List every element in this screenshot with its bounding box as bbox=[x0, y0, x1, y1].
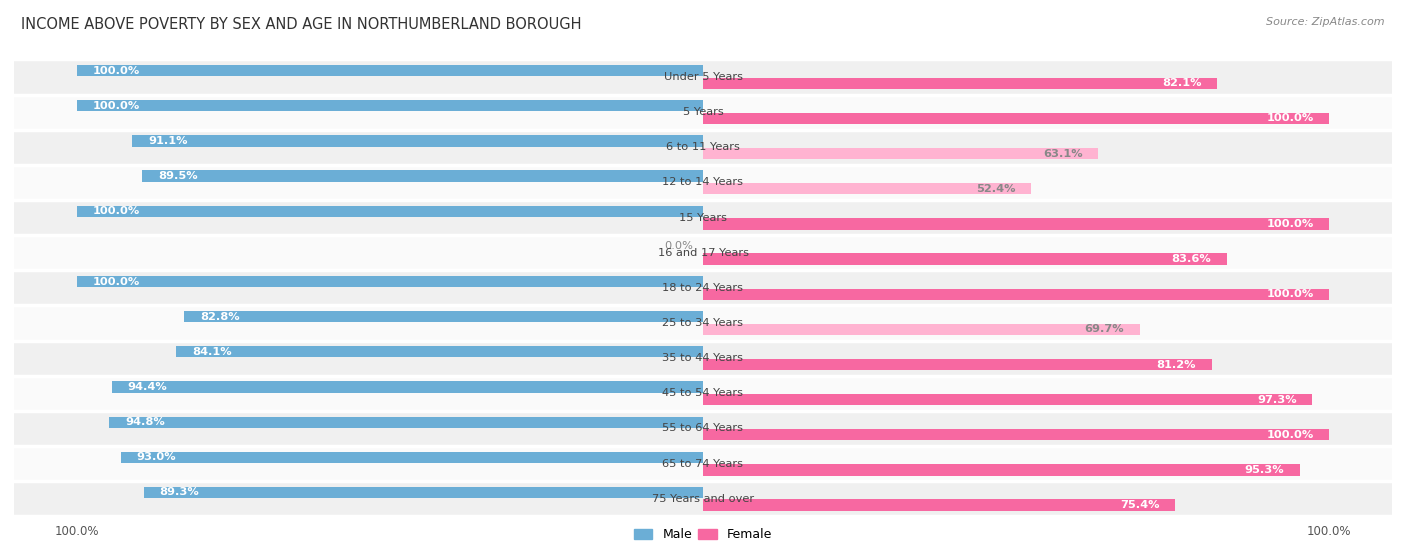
Bar bbox=[14, 130, 1392, 165]
Bar bbox=[77, 65, 703, 76]
Text: 18 to 24 Years: 18 to 24 Years bbox=[662, 283, 744, 293]
Text: 81.2%: 81.2% bbox=[1156, 359, 1197, 369]
Bar bbox=[111, 381, 703, 392]
Text: 82.8%: 82.8% bbox=[200, 312, 239, 322]
Bar bbox=[703, 465, 1301, 476]
Bar bbox=[14, 59, 1392, 94]
Text: 93.0%: 93.0% bbox=[136, 452, 176, 462]
Text: 97.3%: 97.3% bbox=[1257, 395, 1296, 405]
Text: 89.5%: 89.5% bbox=[157, 171, 198, 181]
Text: 94.8%: 94.8% bbox=[125, 417, 165, 427]
Text: 6 to 11 Years: 6 to 11 Years bbox=[666, 143, 740, 152]
Text: 5 Years: 5 Years bbox=[683, 107, 723, 117]
Text: Under 5 Years: Under 5 Years bbox=[664, 72, 742, 82]
Text: 89.3%: 89.3% bbox=[159, 487, 200, 498]
Text: 25 to 34 Years: 25 to 34 Years bbox=[662, 318, 744, 328]
Bar bbox=[703, 218, 1329, 230]
Text: 95.3%: 95.3% bbox=[1244, 465, 1284, 475]
Text: 100.0%: 100.0% bbox=[1267, 219, 1313, 229]
Text: 100.0%: 100.0% bbox=[93, 65, 139, 75]
Legend: Male, Female: Male, Female bbox=[628, 523, 778, 546]
Text: 65 to 74 Years: 65 to 74 Years bbox=[662, 458, 744, 468]
Text: 52.4%: 52.4% bbox=[976, 184, 1015, 194]
Bar bbox=[703, 324, 1139, 335]
Bar bbox=[14, 340, 1392, 376]
Bar bbox=[703, 500, 1175, 511]
Bar bbox=[14, 235, 1392, 271]
Bar bbox=[703, 253, 1226, 265]
Bar bbox=[143, 487, 703, 498]
Bar bbox=[703, 359, 1212, 370]
Bar bbox=[184, 311, 703, 323]
Bar bbox=[14, 481, 1392, 517]
Bar bbox=[142, 170, 703, 182]
Bar bbox=[14, 200, 1392, 235]
Bar bbox=[14, 305, 1392, 340]
Text: 63.1%: 63.1% bbox=[1043, 149, 1083, 159]
Bar bbox=[14, 411, 1392, 446]
Bar bbox=[176, 346, 703, 358]
Text: 55 to 64 Years: 55 to 64 Years bbox=[662, 424, 744, 433]
Bar bbox=[77, 100, 703, 111]
Text: 45 to 54 Years: 45 to 54 Years bbox=[662, 389, 744, 399]
Text: 84.1%: 84.1% bbox=[193, 347, 232, 357]
Bar bbox=[703, 288, 1329, 300]
Text: 82.1%: 82.1% bbox=[1161, 78, 1202, 88]
Text: 100.0%: 100.0% bbox=[1267, 289, 1313, 299]
Text: Source: ZipAtlas.com: Source: ZipAtlas.com bbox=[1267, 17, 1385, 27]
Text: INCOME ABOVE POVERTY BY SEX AND AGE IN NORTHUMBERLAND BOROUGH: INCOME ABOVE POVERTY BY SEX AND AGE IN N… bbox=[21, 17, 582, 32]
Bar bbox=[703, 78, 1218, 89]
Text: 16 and 17 Years: 16 and 17 Years bbox=[658, 248, 748, 258]
Text: 35 to 44 Years: 35 to 44 Years bbox=[662, 353, 744, 363]
Text: 69.7%: 69.7% bbox=[1084, 324, 1123, 334]
Text: 91.1%: 91.1% bbox=[148, 136, 187, 146]
Text: 75 Years and over: 75 Years and over bbox=[652, 494, 754, 504]
Bar bbox=[77, 206, 703, 217]
Text: 94.4%: 94.4% bbox=[128, 382, 167, 392]
Bar bbox=[703, 183, 1031, 195]
Text: 75.4%: 75.4% bbox=[1121, 500, 1160, 510]
Bar bbox=[14, 165, 1392, 200]
Text: 0.0%: 0.0% bbox=[665, 241, 693, 252]
Bar bbox=[132, 135, 703, 146]
Bar bbox=[14, 376, 1392, 411]
Bar bbox=[77, 276, 703, 287]
Bar bbox=[14, 446, 1392, 481]
Text: 83.6%: 83.6% bbox=[1171, 254, 1211, 264]
Text: 100.0%: 100.0% bbox=[93, 277, 139, 287]
Bar bbox=[703, 148, 1098, 159]
Bar bbox=[14, 94, 1392, 130]
Text: 100.0%: 100.0% bbox=[1267, 113, 1313, 124]
Text: 100.0%: 100.0% bbox=[1267, 430, 1313, 440]
Bar bbox=[110, 416, 703, 428]
Bar bbox=[703, 429, 1329, 440]
Text: 100.0%: 100.0% bbox=[93, 101, 139, 111]
Text: 12 to 14 Years: 12 to 14 Years bbox=[662, 177, 744, 187]
Text: 100.0%: 100.0% bbox=[93, 206, 139, 216]
Bar bbox=[703, 394, 1312, 405]
Bar bbox=[14, 271, 1392, 305]
Text: 15 Years: 15 Years bbox=[679, 212, 727, 222]
Bar bbox=[121, 452, 703, 463]
Bar bbox=[703, 113, 1329, 124]
